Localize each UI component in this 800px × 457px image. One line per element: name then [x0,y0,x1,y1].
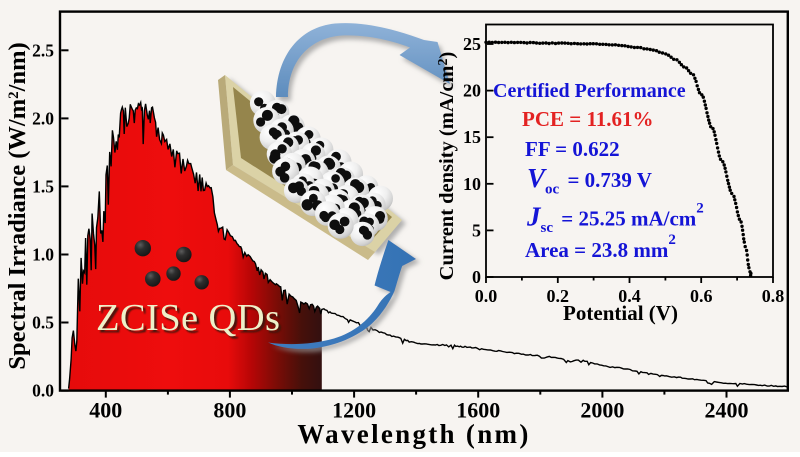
svg-text:5: 5 [472,220,481,240]
svg-text:400: 400 [89,398,122,423]
svg-text:Current density (mA/cm2): Current density (mA/cm2) [436,52,458,281]
svg-text:ZCISe QDs: ZCISe QDs [96,297,280,339]
svg-text:ZCISe QDs: ZCISe QDs [98,300,282,342]
svg-text:0: 0 [472,267,481,287]
svg-text:1200: 1200 [332,398,376,423]
svg-text:800: 800 [213,398,246,423]
svg-text:Certified Performance: Certified Performance [493,80,686,102]
svg-text:0.8: 0.8 [762,286,785,306]
svg-text:Jsc = 25.25 mA/cm2: Jsc = 25.25 mA/cm2 [526,201,704,237]
svg-text:0.0: 0.0 [475,286,498,306]
svg-text:10: 10 [463,174,481,194]
svg-text:Voc = 0.739 V: Voc = 0.739 V [527,163,652,198]
svg-text:0.2: 0.2 [547,286,570,306]
svg-text:20: 20 [463,81,481,101]
svg-text:1.0: 1.0 [32,245,54,265]
svg-text:2400: 2400 [705,398,749,423]
svg-text:0.0: 0.0 [32,381,54,401]
svg-text:1600: 1600 [456,398,500,423]
svg-text:0.5: 0.5 [32,313,54,333]
svg-text:2.0: 2.0 [32,108,54,128]
svg-text:Potential (V): Potential (V) [563,301,678,325]
svg-text:0.4: 0.4 [618,286,641,306]
svg-text:1.5: 1.5 [32,176,54,196]
svg-text:25: 25 [463,34,481,54]
svg-text:PCE = 11.61%: PCE = 11.61% [522,107,654,131]
svg-text:15: 15 [463,127,481,147]
svg-text:Wavelength (nm): Wavelength (nm) [297,419,530,449]
svg-text:FF = 0.622: FF = 0.622 [525,137,620,161]
svg-text:2.5: 2.5 [32,40,54,60]
svg-text:0.6: 0.6 [690,286,713,306]
svg-text:2000: 2000 [580,398,624,423]
svg-text:Spectral Irradiance (W/m2/nm): Spectral Irradiance (W/m2/nm) [4,42,31,369]
